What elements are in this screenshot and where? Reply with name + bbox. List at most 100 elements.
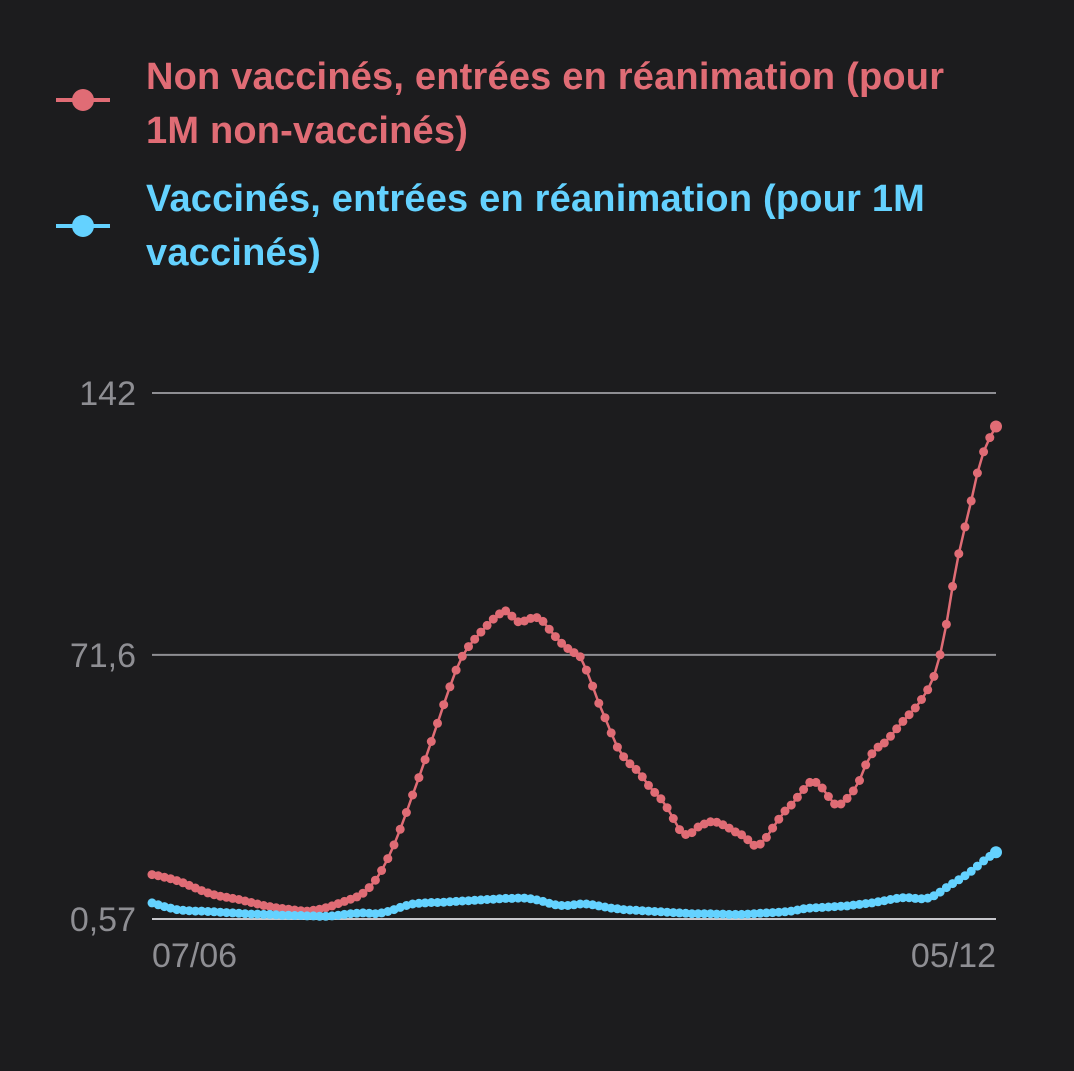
y-axis-tick-labels: 142 71,6 0,57	[70, 375, 136, 939]
data-point	[414, 773, 424, 783]
data-point	[966, 866, 976, 876]
data-point	[513, 893, 523, 903]
data-point	[712, 909, 722, 919]
data-point	[935, 650, 945, 660]
data-point	[656, 794, 666, 804]
data-point	[941, 619, 951, 629]
data-point	[544, 624, 554, 634]
y-tick-label: 71,6	[70, 637, 136, 675]
data-point	[990, 420, 1002, 433]
data-point	[302, 911, 312, 921]
data-point	[575, 652, 585, 662]
data-point	[420, 755, 430, 765]
data-point	[625, 759, 635, 769]
data-point	[581, 665, 591, 675]
data-point	[600, 713, 610, 723]
data-point	[867, 749, 877, 759]
legend-marker-dot	[72, 89, 94, 111]
data-point	[687, 828, 697, 838]
data-point	[842, 793, 852, 803]
data-point	[246, 909, 256, 919]
series-line	[151, 425, 998, 913]
data-point	[557, 638, 567, 648]
data-point	[445, 682, 455, 692]
data-point	[277, 910, 287, 920]
data-point	[476, 627, 486, 637]
data-point	[917, 695, 926, 704]
data-point	[464, 642, 473, 652]
data-point	[699, 909, 709, 919]
y-tick-label: 142	[79, 375, 136, 413]
data-point	[935, 887, 945, 897]
x-axis-tick-labels: 07/06 05/12	[152, 937, 996, 975]
data-point	[383, 854, 393, 864]
y-tick-label: 0,57	[70, 901, 136, 939]
data-point	[637, 772, 647, 782]
data-point	[259, 909, 269, 919]
data-point	[855, 776, 864, 785]
data-point	[606, 728, 616, 738]
data-point	[557, 901, 567, 910]
data-point	[482, 620, 492, 630]
legend-label-unvaccinated: Non vaccinés, entrées en réanimation (po…	[146, 56, 945, 152]
series-vaccinated	[147, 846, 1002, 921]
data-point	[898, 716, 908, 726]
data-point	[799, 785, 809, 794]
data-point	[805, 777, 815, 787]
data-point	[792, 792, 802, 802]
data-point	[662, 803, 672, 813]
data-point	[457, 651, 467, 661]
data-point	[501, 606, 511, 616]
data-point	[811, 777, 821, 787]
data-point	[929, 671, 939, 681]
data-point	[550, 632, 560, 642]
data-point	[910, 703, 920, 713]
data-point	[786, 800, 796, 810]
data-point	[836, 799, 846, 809]
data-point	[743, 835, 753, 845]
data-point	[861, 760, 871, 770]
data-point	[538, 616, 548, 626]
data-point	[451, 665, 461, 675]
data-point	[370, 875, 380, 885]
data-point	[693, 909, 703, 919]
data-point	[972, 861, 982, 871]
data-point	[780, 806, 790, 816]
data-point	[892, 724, 902, 734]
data-point	[408, 790, 418, 800]
data-point	[594, 698, 604, 708]
data-point	[426, 737, 436, 746]
data-point	[774, 814, 784, 824]
legend-label-vaccinated: Vaccinés, entrées en réanimation (pour 1…	[146, 178, 926, 274]
data-point	[830, 799, 840, 809]
series-unvaccinated	[147, 420, 1002, 916]
data-point	[650, 787, 660, 797]
data-point	[879, 738, 889, 748]
data-point	[358, 888, 368, 898]
data-point	[979, 856, 989, 866]
data-point	[985, 433, 995, 443]
data-point	[612, 742, 622, 752]
data-point	[668, 814, 678, 823]
data-point	[507, 611, 517, 621]
data-point	[904, 710, 914, 720]
data-point	[990, 846, 1002, 859]
data-point	[724, 909, 734, 919]
data-point	[426, 898, 436, 907]
legend-marker-dot	[72, 215, 94, 237]
data-point	[960, 522, 970, 532]
data-point	[761, 832, 771, 842]
data-point	[619, 752, 629, 762]
data-point	[817, 783, 827, 793]
x-tick-label: 07/06	[152, 937, 237, 975]
x-tick-label: 05/12	[911, 937, 996, 975]
data-point	[848, 786, 858, 796]
data-point	[886, 731, 895, 741]
data-point	[755, 839, 765, 849]
data-point	[687, 909, 697, 919]
data-point	[675, 825, 684, 835]
data-point	[470, 634, 480, 644]
data-point	[923, 685, 933, 695]
legend-marker-unvaccinated	[56, 89, 110, 111]
